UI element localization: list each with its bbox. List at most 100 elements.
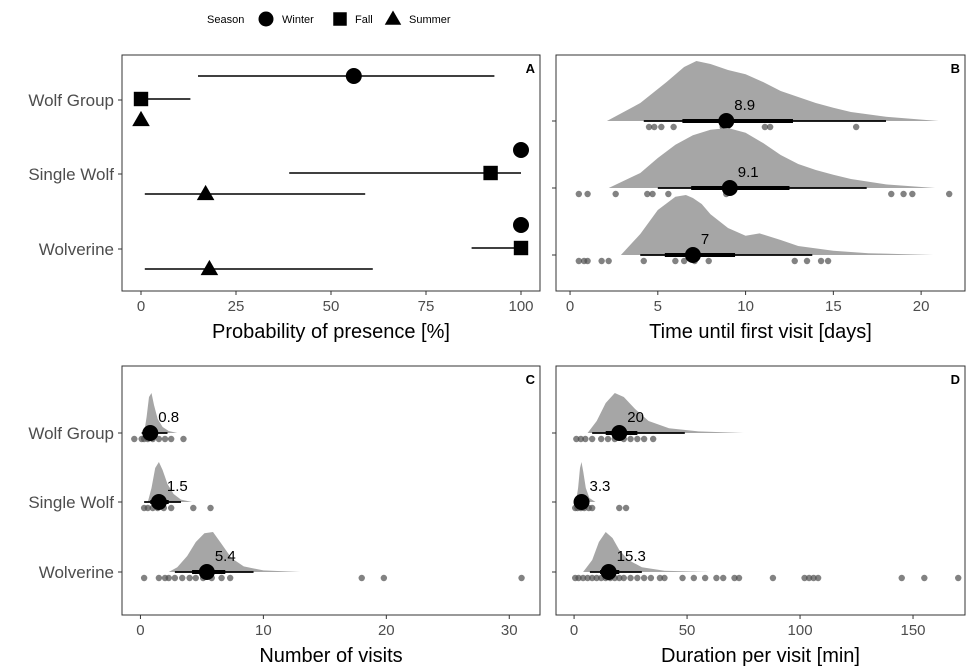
y-tick-label: Single Wolf [28, 493, 114, 512]
panel-d: D 0 50 100 150 Duration per visit [min] 20 3.3 1… [552, 365, 966, 666]
observation-point [597, 435, 605, 443]
x-axis-title: Number of visits [259, 645, 402, 666]
data-point [133, 91, 149, 107]
mean-label: 9.1 [738, 164, 759, 181]
y-tick-label: Wolverine [39, 240, 114, 259]
legend-item-winter: Winter [258, 11, 314, 27]
observation-point [640, 257, 647, 265]
observation-point [588, 504, 596, 512]
group-wolf-group: 8.9 [606, 61, 939, 131]
observation-point [179, 574, 186, 582]
y-tick-label: Wolf Group [28, 424, 114, 443]
observation-point [218, 574, 225, 582]
observation-point [946, 190, 953, 198]
observation-point [814, 574, 822, 582]
data-point [196, 184, 215, 201]
data-point [483, 165, 498, 181]
observation-point [192, 574, 199, 582]
mean-label: 3.3 [590, 478, 611, 495]
observation-point [131, 435, 138, 443]
x-axis-title: Probability of presence [%] [212, 321, 450, 343]
observation-point [680, 257, 688, 265]
x-tick-label: 75 [418, 298, 435, 315]
observation-point [672, 257, 679, 265]
observation-point [898, 574, 905, 582]
group-wolverine: 5.4 [140, 532, 525, 582]
density-area [147, 462, 193, 502]
panel-border [555, 365, 966, 616]
observation-point [661, 574, 668, 582]
panel-b: B 0 5 10 15 20 Time until first visit [days] 8.… [552, 54, 966, 343]
observation-point [720, 574, 727, 582]
observation-point [634, 574, 641, 582]
mean-label: 0.8 [158, 409, 179, 426]
observation-point [167, 504, 175, 512]
observation-point [207, 504, 214, 512]
observation-point [735, 574, 743, 582]
data-point [200, 259, 219, 276]
panel-letter: B [951, 61, 960, 76]
observation-point [144, 504, 152, 512]
panel-letter: A [526, 61, 536, 76]
observation-point [649, 435, 657, 443]
mean-point [684, 247, 701, 263]
observation-point [634, 435, 641, 443]
mean-point [573, 494, 590, 510]
observation-point [679, 574, 686, 582]
panel-border [555, 54, 966, 292]
x-tick-label: 20 [913, 298, 930, 315]
observation-point [518, 574, 525, 582]
observation-point [622, 504, 630, 512]
triangle-icon [384, 10, 402, 25]
observation-point [573, 435, 580, 443]
observation-point [577, 435, 585, 443]
group-wolf-group: 0.8 [131, 393, 187, 443]
observation-point [226, 574, 234, 582]
mean-point [721, 180, 738, 196]
observation-point [140, 574, 148, 582]
observation-point [155, 435, 163, 443]
density-area [587, 393, 744, 433]
x-tick-label: 100 [508, 298, 533, 315]
observation-point [713, 574, 720, 582]
observation-point [380, 574, 388, 582]
observation-point [645, 123, 653, 131]
observation-point [900, 190, 907, 198]
mean-label: 15.3 [617, 548, 646, 565]
density-area [144, 393, 178, 433]
x-tick-label: 0 [566, 298, 574, 315]
density-area [575, 462, 596, 502]
observation-point [190, 504, 197, 512]
x-tick-label: 0 [570, 622, 578, 639]
panel-border [121, 365, 541, 616]
x-tick-label: 15 [825, 298, 842, 315]
observation-point [852, 123, 860, 131]
observation-point [620, 574, 627, 582]
observation-point [584, 574, 591, 582]
x-tick-label: 30 [501, 622, 518, 639]
observation-point [358, 574, 365, 582]
observation-point [665, 190, 672, 198]
group-wolverine: 7 [575, 195, 934, 265]
observation-point [801, 574, 808, 582]
observation-point [824, 257, 832, 265]
observation-point [640, 574, 648, 582]
legend-label: Fall [355, 14, 373, 26]
series-summer [132, 110, 373, 276]
y-tick-label: Wolf Group [28, 91, 114, 110]
y-tick-label: Single Wolf [28, 165, 114, 184]
observation-point [604, 435, 612, 443]
observation-point [658, 123, 665, 131]
observation-point [616, 574, 623, 582]
observation-point [584, 257, 591, 265]
observation-point [690, 574, 698, 582]
panel-letter: C [526, 372, 536, 387]
group-wolf-group: 20 [573, 393, 744, 443]
observation-point [817, 257, 825, 265]
density-area [606, 61, 939, 121]
mean-label: 8.9 [734, 97, 755, 114]
panel-a: A 0 25 50 75 100 Probability of presence [%] Wo… [28, 54, 541, 343]
x-tick-label: 10 [737, 298, 754, 315]
